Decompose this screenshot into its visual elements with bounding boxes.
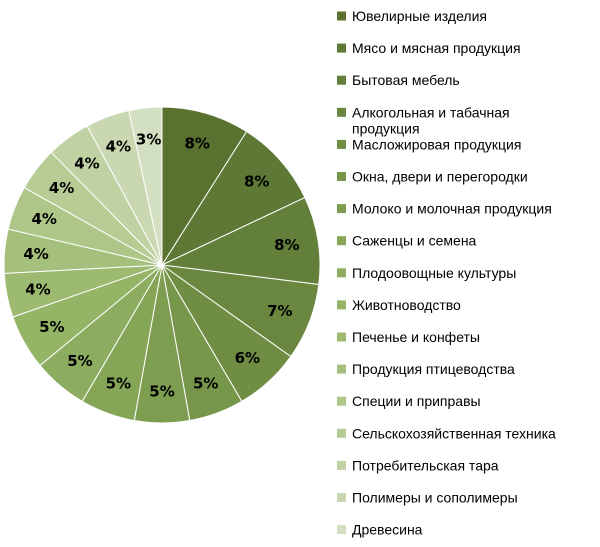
- data-label-16: 4%: [106, 137, 131, 155]
- data-label-15: 4%: [74, 154, 99, 172]
- legend-item: Ювелирные изделия: [337, 8, 487, 24]
- legend-label: Ювелирные изделия: [352, 8, 487, 24]
- data-label-8: 5%: [106, 375, 131, 393]
- legend-swatch: [337, 11, 346, 21]
- legend-label: Окна, двери и перегородки: [352, 169, 528, 185]
- pie-slice-17: [128, 106, 163, 266]
- legend-swatch: [337, 364, 346, 374]
- legend-label: Древесина: [352, 522, 423, 538]
- pie-slices: [3, 106, 321, 424]
- legend-item: Древесина: [337, 522, 423, 538]
- legend-item: Бытовая мебель: [337, 72, 460, 88]
- legend-swatch: [337, 396, 346, 406]
- legend-swatch: [337, 107, 346, 117]
- legend-item: Саженцы и семена: [337, 233, 477, 249]
- legend: Ювелирные изделия Мясо и мясная продукция…: [337, 8, 556, 538]
- legend-label: Потребительская тара: [352, 457, 499, 473]
- pie-data-labels: 8%8%8%7%6%5%5%5%5%5%4%4%4%4%4%4% 3%: [23, 130, 299, 400]
- data-label-10: 5%: [39, 318, 64, 336]
- legend-label: Плодоовощные культуры: [352, 265, 516, 281]
- legend-swatch: [337, 525, 346, 535]
- legend-label: Продукция птицеводства: [352, 361, 515, 377]
- legend-swatch: [337, 139, 346, 149]
- legend-label: Животноводство: [352, 297, 461, 313]
- legend-swatch: [337, 43, 346, 53]
- legend-item: Полимеры и сополимеры: [337, 490, 518, 506]
- data-label-7: 5%: [149, 382, 174, 400]
- legend-swatch: [337, 332, 346, 342]
- pie-slice-1: [161, 106, 248, 267]
- legend-label: Мясо и мясная продукция: [352, 40, 521, 56]
- data-label-5: 6%: [235, 349, 260, 367]
- legend-label: Полимеры и сополимеры: [352, 490, 518, 506]
- data-label-4: 7%: [267, 302, 292, 320]
- legend-swatch: [337, 428, 346, 438]
- legend-label: Сельскохозяйственная техника: [352, 425, 556, 441]
- legend-swatch: [337, 493, 346, 502]
- legend-swatch: [337, 236, 346, 246]
- legend-item: Сельскохозяйственная техника: [337, 425, 556, 441]
- data-label-12: 4%: [23, 245, 48, 263]
- legend-swatch: [337, 172, 346, 181]
- legend-item: Молоко и молочная продукция: [337, 201, 552, 217]
- legend-swatch: [337, 300, 346, 310]
- pie-slice-3: [160, 196, 321, 286]
- legend-label: Молоко и молочная продукция: [352, 201, 552, 217]
- legend-item: Печенье и конфеты: [337, 329, 480, 345]
- data-label-11: 4%: [25, 280, 50, 298]
- legend-item: Плодоовощные культуры: [337, 265, 516, 281]
- legend-item: Специи и приправы: [337, 393, 481, 409]
- legend-label: Масложировая продукция: [352, 136, 521, 152]
- pie-slice-2: [160, 130, 306, 267]
- legend-item: Продукция птицеводства: [337, 361, 515, 377]
- legend-label: Саженцы и семена: [352, 233, 477, 249]
- legend-item: Окна, двери и перегородки: [337, 169, 528, 185]
- data-label-13: 4%: [31, 210, 56, 228]
- legend-item: Масложировая продукция: [337, 136, 521, 152]
- legend-label: Алкогольная и табачная продукция: [352, 104, 510, 136]
- data-label-14: 4%: [49, 179, 74, 197]
- legend-swatch: [337, 268, 346, 278]
- data-label-17: 3%: [136, 130, 161, 148]
- data-label-2: 8%: [244, 172, 269, 190]
- legend-item: Потребительская тара: [337, 457, 499, 473]
- data-label-9: 5%: [67, 352, 92, 370]
- legend-label: Печенье и конфеты: [352, 329, 480, 345]
- legend-swatch: [337, 204, 346, 214]
- legend-swatch: [337, 75, 346, 85]
- data-label-6: 5%: [193, 375, 218, 393]
- legend-label: Бытовая мебель: [352, 72, 460, 88]
- data-label-1: 8%: [184, 135, 209, 153]
- legend-swatch: [337, 460, 346, 470]
- legend-item: Алкогольная и табачная продукция: [337, 104, 510, 136]
- legend-label: Специи и приправы: [352, 393, 481, 409]
- legend-item: Мясо и мясная продукция: [337, 40, 521, 56]
- legend-item: Животноводство: [337, 297, 461, 313]
- data-label-3: 8%: [274, 236, 299, 254]
